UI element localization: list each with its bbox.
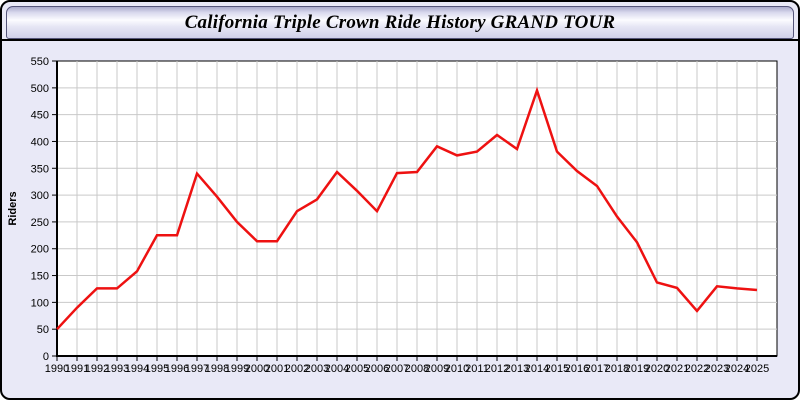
x-tick-label: 2024 xyxy=(725,363,749,375)
x-tick-label: 1990 xyxy=(45,363,69,375)
x-tick-label: 2004 xyxy=(325,363,349,375)
x-tick-label: 2002 xyxy=(285,363,309,375)
y-tick-label: 200 xyxy=(31,244,49,256)
x-tick-label: 2010 xyxy=(445,363,469,375)
x-tick-label: 2025 xyxy=(745,363,769,375)
x-tick-label: 2018 xyxy=(605,363,629,375)
x-tick-label: 1997 xyxy=(185,363,209,375)
window-title: California Triple Crown Ride History GRA… xyxy=(184,12,616,33)
x-tick-label: 1995 xyxy=(145,363,169,375)
y-tick-label: 500 xyxy=(31,83,49,95)
y-tick-label: 0 xyxy=(43,351,49,363)
x-tick-label: 2005 xyxy=(345,363,369,375)
x-tick-label: 2023 xyxy=(705,363,729,375)
y-tick-label: 450 xyxy=(31,110,49,122)
x-tick-label: 2017 xyxy=(585,363,609,375)
y-tick-label: 50 xyxy=(37,324,49,336)
x-tick-label: 1992 xyxy=(85,363,109,375)
x-tick-label: 2008 xyxy=(405,363,429,375)
x-tick-label: 1991 xyxy=(65,363,89,375)
y-tick-label: 250 xyxy=(31,217,49,229)
x-tick-label: 1998 xyxy=(205,363,229,375)
x-tick-label: 2020 xyxy=(645,363,669,375)
x-tick-label: 2012 xyxy=(485,363,509,375)
x-tick-label: 2016 xyxy=(565,363,589,375)
x-tick-label: 2006 xyxy=(365,363,389,375)
x-tick-label: 2015 xyxy=(545,363,569,375)
x-tick-label: 1993 xyxy=(105,363,129,375)
riders-line xyxy=(56,86,758,331)
x-tick-label: 2007 xyxy=(385,363,409,375)
y-tick-label: 550 xyxy=(31,56,49,68)
x-tick-label: 2021 xyxy=(665,363,689,375)
title-separator xyxy=(2,39,798,41)
x-tick-label: 2009 xyxy=(425,363,449,375)
y-tick-label: 400 xyxy=(31,136,49,148)
x-tick-label: 2000 xyxy=(245,363,269,375)
y-tick-label: 350 xyxy=(31,163,49,175)
y-tick-label: 150 xyxy=(31,271,49,283)
x-tick-label: 2011 xyxy=(465,363,489,375)
x-tick-label: 2013 xyxy=(505,363,529,375)
x-tick-label: 2014 xyxy=(525,363,549,375)
x-tick-label: 1999 xyxy=(225,363,249,375)
x-tick-label: 2001 xyxy=(265,363,289,375)
y-axis-title: Riders xyxy=(7,191,19,225)
y-tick-label: 100 xyxy=(31,297,49,309)
title-bar: California Triple Crown Ride History GRA… xyxy=(6,6,794,39)
y-tick-label: 300 xyxy=(31,190,49,202)
x-tick-label: 2019 xyxy=(625,363,649,375)
x-tick-label: 1994 xyxy=(125,363,149,375)
x-tick-label: 1996 xyxy=(165,363,189,375)
x-tick-label: 2003 xyxy=(305,363,329,375)
x-tick-label: 2022 xyxy=(685,363,709,375)
